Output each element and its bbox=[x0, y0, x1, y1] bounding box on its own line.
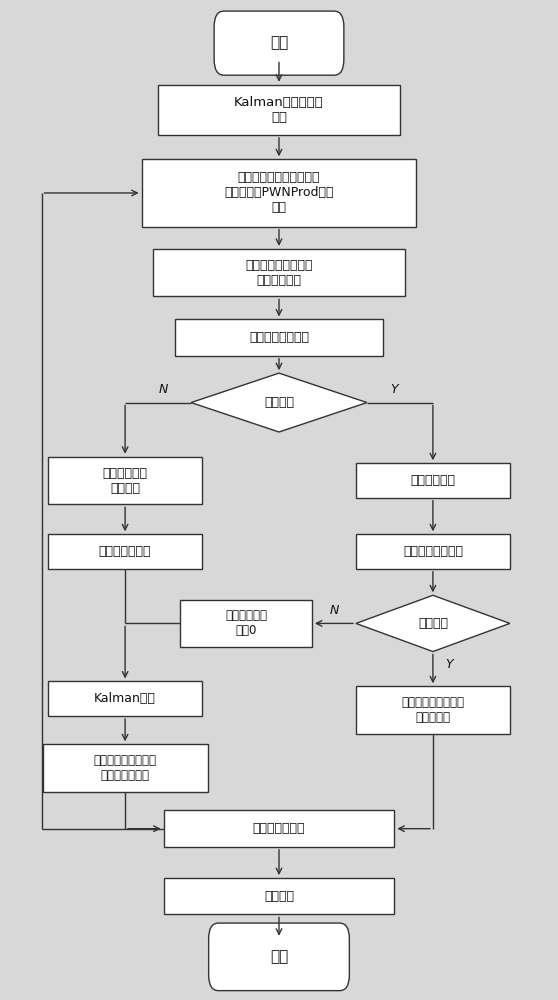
Text: 自适应模板更新: 自适应模板更新 bbox=[99, 545, 151, 558]
Text: 遮挡子模板权
值置0: 遮挡子模板权 值置0 bbox=[225, 609, 267, 637]
Bar bbox=[356, 463, 510, 498]
Polygon shape bbox=[191, 373, 367, 432]
Bar bbox=[356, 534, 510, 569]
Text: 记录最大匹配位置及
相应子图数据: 记录最大匹配位置及 相应子图数据 bbox=[246, 259, 312, 287]
Text: Kalman修正: Kalman修正 bbox=[94, 692, 156, 705]
Bar bbox=[180, 600, 312, 647]
Polygon shape bbox=[356, 595, 510, 652]
Text: 以预测位置为中心，按选
定范围进行PWNProd相关
判定: 以预测位置为中心，按选 定范围进行PWNProd相关 判定 bbox=[224, 171, 334, 214]
Text: 根据预估定义下一帧
搜索中心及范围: 根据预估定义下一帧 搜索中心及范围 bbox=[94, 754, 157, 782]
Text: 完全遮挡: 完全遮挡 bbox=[418, 617, 448, 630]
Text: 子模板权值恢
复初始值: 子模板权值恢 复初始值 bbox=[103, 467, 148, 495]
Text: 存在遮挡: 存在遮挡 bbox=[264, 396, 294, 409]
Text: 之间取预估位置作为
下一帧位置: 之间取预估位置作为 下一帧位置 bbox=[401, 696, 464, 724]
Bar bbox=[152, 249, 406, 296]
Text: Kalman滤波参数初
始化: Kalman滤波参数初 始化 bbox=[234, 96, 324, 124]
Text: N: N bbox=[329, 604, 339, 617]
Text: Y: Y bbox=[446, 658, 453, 671]
Bar bbox=[48, 681, 202, 716]
FancyBboxPatch shape bbox=[209, 923, 349, 991]
Bar bbox=[356, 686, 510, 734]
Text: 开始: 开始 bbox=[270, 36, 288, 51]
Text: N: N bbox=[159, 383, 169, 396]
Bar bbox=[42, 744, 208, 792]
Text: 停止跟踪: 停止跟踪 bbox=[264, 890, 294, 903]
Text: 进行目标遮挡判定: 进行目标遮挡判定 bbox=[249, 331, 309, 344]
Bar bbox=[163, 810, 395, 847]
Bar bbox=[163, 878, 395, 914]
Bar bbox=[142, 159, 416, 227]
Text: 暂停模板更新: 暂停模板更新 bbox=[410, 474, 455, 487]
Text: 子模板置遮挡标记: 子模板置遮挡标记 bbox=[403, 545, 463, 558]
Text: 结束: 结束 bbox=[270, 949, 288, 964]
Text: Y: Y bbox=[391, 383, 398, 396]
Text: 读入下一帧数据: 读入下一帧数据 bbox=[253, 822, 305, 835]
Bar bbox=[175, 319, 383, 356]
FancyBboxPatch shape bbox=[214, 11, 344, 75]
Bar bbox=[48, 457, 202, 504]
Bar bbox=[158, 85, 400, 135]
Bar bbox=[48, 534, 202, 569]
